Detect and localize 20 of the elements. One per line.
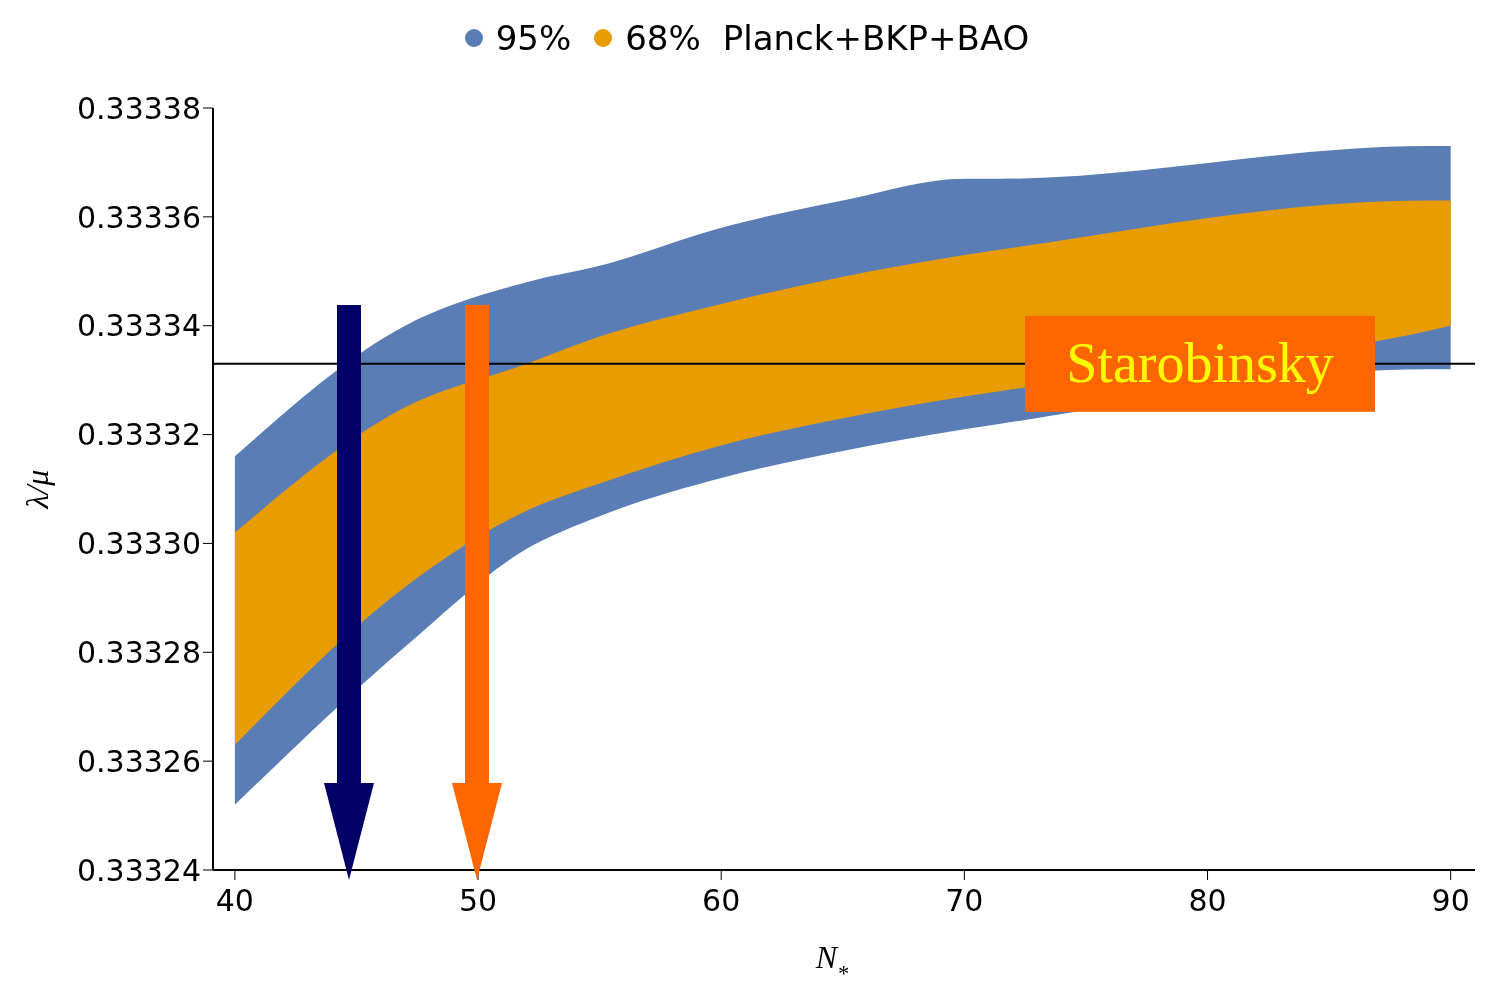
ref-line-label: Starobinsky: [1066, 331, 1334, 394]
y-tick-label: 0.33326: [76, 743, 201, 779]
y-axis-title: λ/μ: [19, 469, 55, 510]
x-tick-label: 50: [458, 883, 498, 919]
x-tick-label: 60: [702, 883, 741, 919]
y-tick-label: 0.33336: [76, 199, 201, 235]
y-tick-label: 0.33330: [76, 526, 201, 562]
x-tick-label: 90: [1431, 883, 1470, 919]
y-tick-label: 0.33324: [76, 852, 201, 888]
y-tick-label: 0.33332: [76, 417, 201, 453]
x-axis-title: N$_{*}$: [814, 939, 850, 986]
legend-label: 95%: [495, 18, 572, 58]
x-tick-label: 40: [215, 883, 254, 919]
x-tick-label: 70: [945, 883, 984, 919]
y-tick-label: 0.33334: [76, 308, 201, 344]
legend-label: 68%: [625, 18, 701, 58]
y-tick-label: 0.33328: [76, 634, 201, 670]
y-tick-label: 0.33338: [76, 90, 201, 126]
x-tick-label: 80: [1188, 883, 1227, 919]
legend-title: Planck+BKP+BAO: [722, 18, 1030, 58]
